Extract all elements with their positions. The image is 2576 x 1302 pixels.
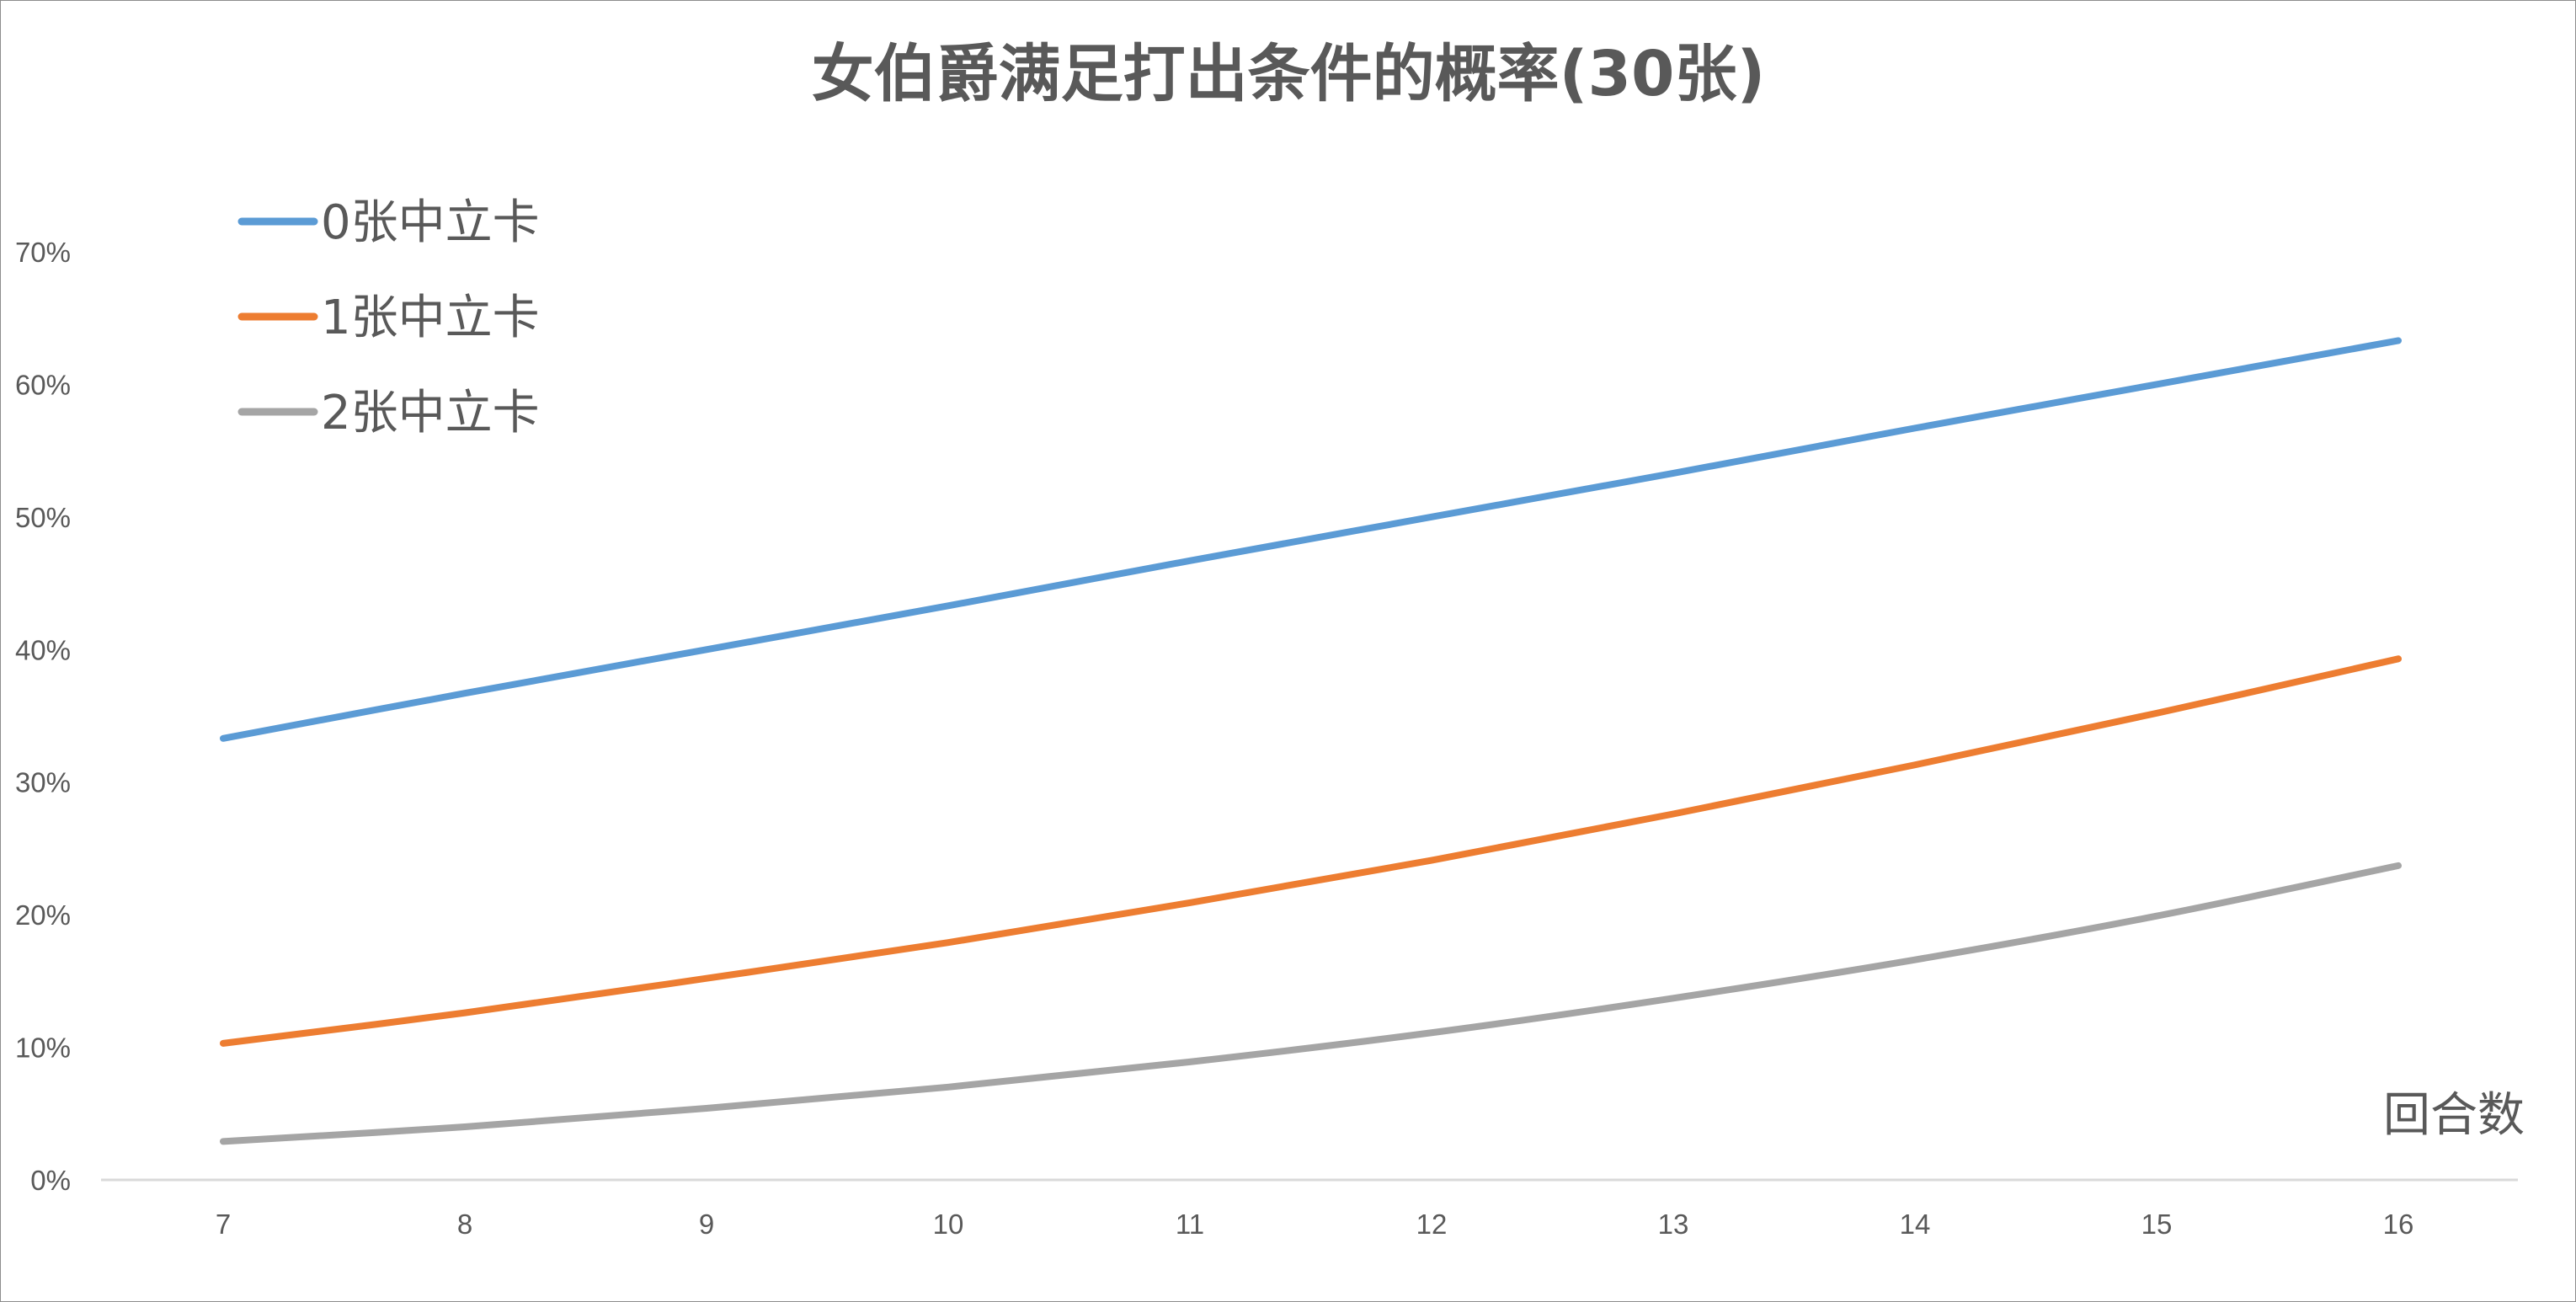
- legend-label-0: 0张中立卡: [321, 195, 540, 250]
- legend: 0张中立卡 1张中立卡 2张中立卡: [237, 195, 540, 440]
- x-axis-ticks: 7 8 9 10 11 12 13 14 15 16: [216, 1209, 2414, 1240]
- x-tick-label: 7: [216, 1209, 231, 1240]
- x-tick-label: 15: [2141, 1209, 2173, 1240]
- x-tick-label: 14: [1900, 1209, 1931, 1240]
- y-tick-label: 70%: [15, 237, 71, 268]
- y-axis-ticks: 0% 10% 20% 30% 40% 50% 60% 70%: [15, 237, 71, 1196]
- series-line-0: [220, 337, 2402, 742]
- y-tick-label: 20%: [15, 899, 71, 931]
- y-tick-label: 40%: [15, 634, 71, 665]
- x-tick-label: 13: [1658, 1209, 1689, 1240]
- series-line-2: [220, 862, 2402, 1145]
- y-tick-label: 30%: [15, 767, 71, 798]
- chart-title: 女伯爵满足打出条件的概率(30张): [812, 38, 1766, 110]
- x-tick-label: 16: [2383, 1209, 2414, 1240]
- series-lines: [220, 337, 2402, 1145]
- x-tick-label: 8: [457, 1209, 472, 1240]
- x-tick-label: 9: [699, 1209, 714, 1240]
- y-tick-label: 60%: [15, 369, 71, 400]
- legend-label-1: 1张中立卡: [321, 291, 540, 345]
- legend-label-2: 2张中立卡: [321, 386, 540, 440]
- x-tick-label: 11: [1176, 1209, 1204, 1240]
- x-tick-label: 12: [1416, 1209, 1448, 1240]
- x-axis-label: 回合数: [2383, 1088, 2525, 1143]
- y-tick-label: 10%: [15, 1033, 71, 1064]
- y-tick-label: 50%: [15, 502, 71, 533]
- y-tick-label: 0%: [30, 1165, 71, 1196]
- x-tick-label: 10: [933, 1209, 964, 1240]
- series-line-1: [220, 655, 2402, 1047]
